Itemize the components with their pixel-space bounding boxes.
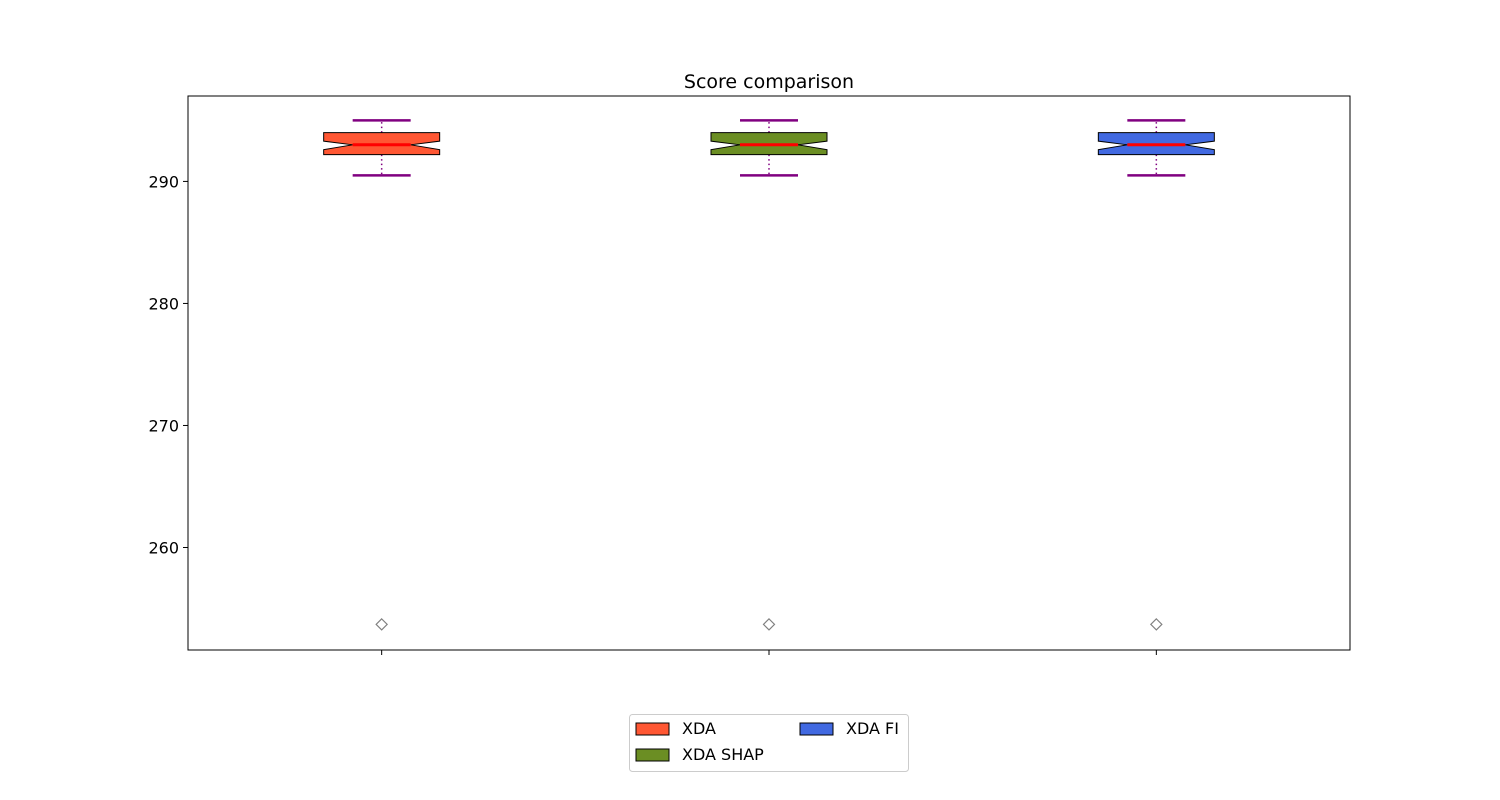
outlier-point — [762, 618, 776, 631]
legend-frame — [629, 714, 909, 772]
y-tick-label: 260 — [148, 538, 179, 557]
legend-label: XDA — [682, 719, 716, 738]
legend-swatch — [635, 722, 670, 736]
y-tick-label: 280 — [148, 294, 179, 313]
box-xda — [323, 119, 441, 631]
legend-label: XDA FI — [846, 719, 899, 738]
legend: XDA XDA SHAP XDA FI — [629, 714, 909, 772]
legend-swatch — [635, 748, 670, 762]
boxes — [323, 119, 1215, 631]
box-xda-shap — [710, 119, 828, 631]
legend-label: XDA SHAP — [682, 745, 764, 764]
y-tick-label: 290 — [148, 172, 179, 191]
x-axis — [381, 650, 1157, 655]
outlier-point — [1149, 618, 1163, 631]
chart-title: Score comparison — [684, 71, 854, 93]
box-xda-fi — [1097, 119, 1215, 631]
outlier-point — [375, 618, 389, 631]
legend-swatch — [799, 722, 834, 736]
y-tick-label: 270 — [148, 416, 179, 435]
y-axis: 260 270 280 290 — [148, 172, 188, 557]
plot-area — [187, 95, 1351, 651]
